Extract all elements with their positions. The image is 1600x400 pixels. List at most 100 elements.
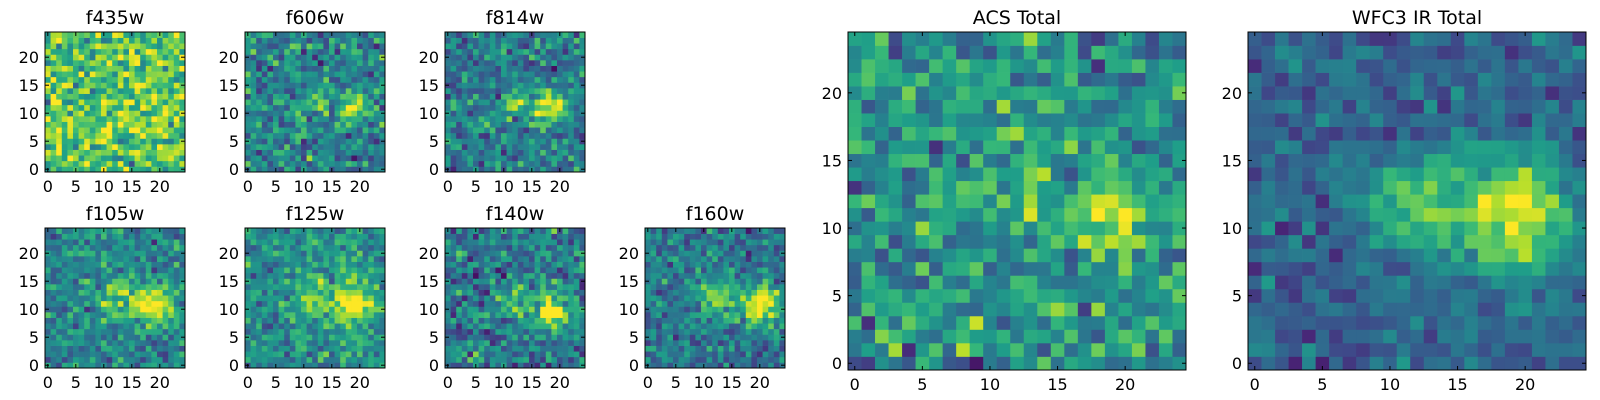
heatmap-cell [568,328,575,335]
heatmap-cell [701,233,707,240]
heatmap-cell [942,261,957,276]
heatmap-cell [517,160,524,167]
heatmap-cell [179,149,186,156]
heatmap-cell [173,233,180,240]
heatmap-cell [278,76,285,83]
heatmap-cell [134,48,141,55]
heatmap-cell [573,306,580,313]
heatmap-cell [134,121,141,128]
heatmap-cell [89,312,96,318]
heatmap-cell [78,149,85,156]
heatmap-cell [45,144,51,150]
heatmap-cell [969,342,984,357]
heatmap-cell [56,334,63,341]
heatmap-cell [540,144,547,150]
heatmap-cell [357,121,363,128]
heatmap-cell [495,116,502,122]
heatmap-cell [579,127,586,134]
heatmap-cell [506,104,513,111]
heatmap-cell [501,88,507,94]
heatmap-cell [450,250,457,257]
heatmap-cell [579,93,586,100]
heatmap-cell [345,284,352,290]
heatmap-cell [534,261,541,268]
heatmap-cell [557,306,563,313]
heatmap-cell [173,160,180,167]
heatmap-cell [45,155,51,162]
heatmap-cell [645,244,651,251]
heatmap-cell [261,160,268,167]
heatmap-cell [529,48,535,55]
heatmap-cell [162,312,169,318]
heatmap-cell [1050,234,1065,249]
heatmap-cell [734,228,741,234]
heatmap-cell [467,356,474,363]
heatmap-cell [78,351,85,358]
heatmap-cell [101,356,107,363]
heatmap-cell [117,60,124,66]
heatmap-cell [695,239,702,246]
heatmap-cell [78,323,85,330]
heatmap-cell [84,116,91,122]
heatmap-cell [179,239,186,246]
heatmap-cell [162,132,169,139]
heatmap-cell [340,345,347,352]
heatmap-cell [312,345,319,352]
heatmap-cell [351,71,358,78]
heatmap-cell [729,239,735,246]
heatmap-cell [712,228,719,234]
heatmap-cell [689,228,696,234]
heatmap-cell [256,228,263,234]
heatmap-cell [751,261,758,268]
heatmap-cell [56,88,63,94]
heatmap-cell [489,37,496,44]
heatmap-cell [334,267,341,274]
heatmap-cell [306,65,313,72]
heatmap-cell [340,48,347,55]
heatmap-cell [1037,315,1052,330]
heatmap-cell [478,267,485,274]
heatmap-cell [323,312,330,318]
heatmap-cell [523,110,530,117]
heatmap-cell [261,334,268,341]
heatmap-cell [373,160,380,167]
heatmap-cell [915,261,930,276]
heatmap-cell [573,155,580,162]
heatmap-cell [568,99,575,106]
heatmap-cell [478,228,485,234]
heatmap-cell [284,138,291,145]
heatmap-cell [861,194,876,209]
heatmap-cell [317,340,324,346]
heatmap-cell [562,82,569,89]
heatmap-cell [78,116,85,122]
heatmap-cell [445,272,451,279]
heatmap-cell [357,88,363,94]
heatmap-cell [1131,275,1146,290]
heatmap-cell [151,328,158,335]
heatmap-cell [461,278,468,285]
heatmap-cell [157,239,163,246]
heatmap-cell [667,317,674,324]
y-tick-label: 10 [219,300,239,319]
heatmap-cell [473,272,479,279]
heatmap-cell [67,278,74,285]
heatmap-cell [179,88,186,94]
heatmap-cell [579,244,586,251]
heatmap-cell [861,356,876,371]
heatmap-cell [168,351,175,358]
heatmap-cell [61,110,68,117]
heatmap-cell [301,284,307,290]
heatmap-cell [329,351,335,358]
heatmap-cell [357,99,363,106]
heatmap-cell [1064,234,1079,249]
heatmap-cell [50,244,57,251]
heatmap-cell [689,295,696,302]
heatmap-cell [317,312,324,318]
heatmap-cell [1172,194,1187,209]
heatmap-cell [656,278,663,285]
heatmap-cell [456,144,463,150]
heatmap-cell [95,334,102,341]
heatmap-cell [379,37,386,44]
heatmap-cell [773,239,780,246]
heatmap-cell [729,340,735,346]
